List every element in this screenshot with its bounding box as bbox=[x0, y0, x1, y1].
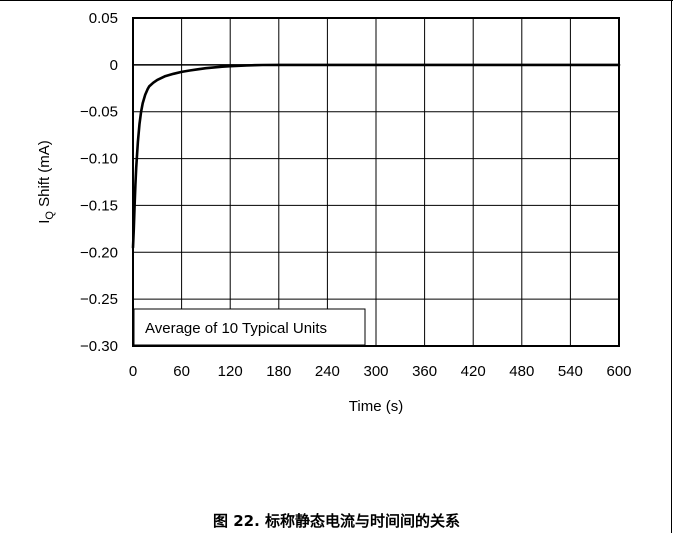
x-tick-label: 480 bbox=[509, 363, 534, 380]
x-tick-label: 240 bbox=[315, 363, 340, 380]
y-axis-title-main: I bbox=[36, 220, 53, 224]
y-tick-label: −0.15 bbox=[80, 197, 118, 214]
y-tick-label: −0.10 bbox=[80, 151, 118, 168]
x-tick-label: 180 bbox=[266, 363, 291, 380]
x-tick-label: 300 bbox=[363, 363, 388, 380]
y-tick-label: −0.20 bbox=[80, 244, 118, 261]
annotation-box bbox=[133, 308, 366, 346]
figure-caption: 图 22. 标称静态电流与时间间的关系 bbox=[212, 512, 461, 530]
y-tick-label: −0.30 bbox=[80, 338, 118, 355]
x-tick-label: 600 bbox=[606, 363, 631, 380]
x-tick-label: 360 bbox=[412, 363, 437, 380]
x-tick-label: 60 bbox=[173, 363, 190, 380]
y-tick-label: 0.05 bbox=[89, 10, 118, 27]
x-tick-label: 540 bbox=[558, 363, 583, 380]
series-line bbox=[131, 63, 621, 249]
x-tick-label: 0 bbox=[129, 363, 137, 380]
page-rule-top bbox=[0, 0, 673, 1]
plot-frame bbox=[132, 17, 620, 347]
chart: 0 60 120 180 240 300 360 420 480 540 600 0.05 0 −0.05… bbox=[36, 10, 632, 415]
iq-shift-curve bbox=[131, 63, 621, 249]
y-axis-title-subscript: Q bbox=[44, 211, 56, 220]
y-tick-label: −0.05 bbox=[80, 104, 118, 121]
y-tick-label: 0 bbox=[110, 57, 118, 74]
y-axis-title: IQ Shift (mA) bbox=[36, 140, 56, 224]
y-axis-title-rest: Shift (mA) bbox=[36, 140, 53, 211]
page-rule-right bbox=[671, 0, 672, 533]
x-tick-label: 420 bbox=[461, 363, 486, 380]
y-tick-label: −0.25 bbox=[80, 291, 118, 308]
tick-labels: 0 60 120 180 240 300 360 420 480 540 600 0.05 0 −0.05… bbox=[80, 10, 631, 380]
annotation-text: Average of 10 Typical Units bbox=[145, 320, 327, 337]
x-tick-label: 120 bbox=[218, 363, 243, 380]
x-axis-title: Time (s) bbox=[349, 398, 403, 415]
